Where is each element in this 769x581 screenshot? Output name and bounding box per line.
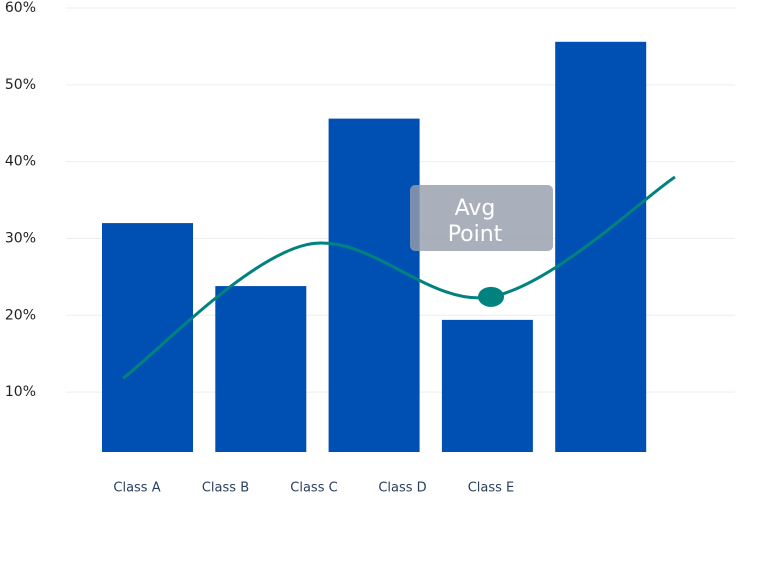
y-tick-label: 30% xyxy=(5,230,36,246)
y-tick-label: 20% xyxy=(5,307,36,323)
line xyxy=(122,175,676,380)
annotation-text: Avg xyxy=(455,196,496,221)
bar xyxy=(555,41,647,452)
x-tick-label: Class A xyxy=(113,481,160,496)
bar xyxy=(441,319,533,452)
y-tick-label: 50% xyxy=(5,77,36,93)
x-tick-label: Class C xyxy=(290,481,337,496)
bar xyxy=(102,223,193,452)
x-tick-label: Class D xyxy=(378,481,426,496)
avg-marker xyxy=(478,286,504,307)
x-tick-label: Class E xyxy=(468,481,515,496)
x-tick-label: Class B xyxy=(202,481,249,496)
bar xyxy=(215,286,307,452)
bar xyxy=(328,118,420,453)
annotation-text: Point xyxy=(448,222,503,247)
y-tick-label: 40% xyxy=(5,154,36,170)
y-tick-label: 60% xyxy=(5,0,36,16)
y-tick-label: 10% xyxy=(5,384,36,400)
annotation-box xyxy=(410,185,553,251)
